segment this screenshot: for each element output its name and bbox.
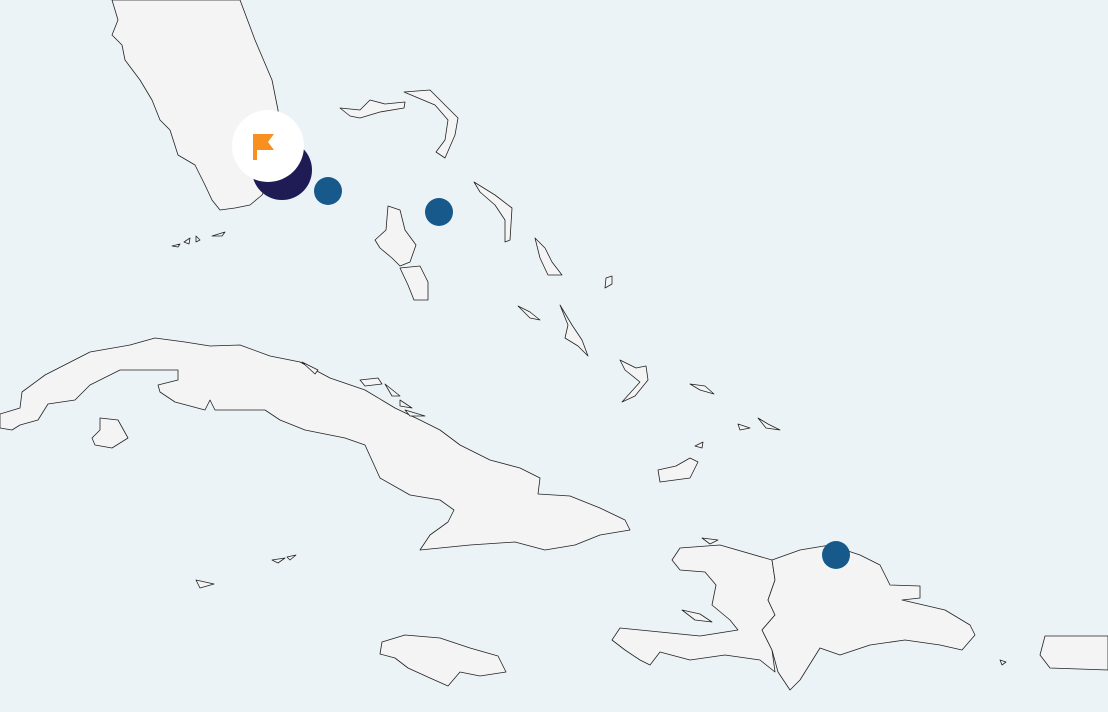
land-cayman [195,554,297,589]
land-acklins [619,359,649,403]
land-eleuthera [473,181,513,243]
land-gonave [681,537,719,623]
marker-bimini[interactable] [314,177,342,205]
land-keys [171,231,226,248]
land-cat-island [534,237,563,276]
land-cuba [0,337,631,551]
marker-nassau[interactable] [425,198,453,226]
land-isla-juventud [91,417,129,449]
land-inagua [657,441,704,483]
marker-puerto-plata[interactable] [822,541,850,569]
land-puerto-rico [999,635,1108,671]
land-abaco [403,89,459,159]
land-cuba-cays [301,361,426,417]
marker-miami-selected[interactable] [232,110,312,200]
land-turks-caicos [737,417,781,431]
land-andros-south [399,265,429,301]
land-small-island [604,275,613,289]
land-grand-bahama [339,99,406,119]
land-andros [374,205,417,267]
land-long-island [559,304,589,357]
flag-icon [253,134,274,160]
land-jamaica [379,634,507,687]
land-mayaguana [689,383,715,395]
land-exuma [517,305,541,321]
land-dominican-republic [761,544,976,691]
